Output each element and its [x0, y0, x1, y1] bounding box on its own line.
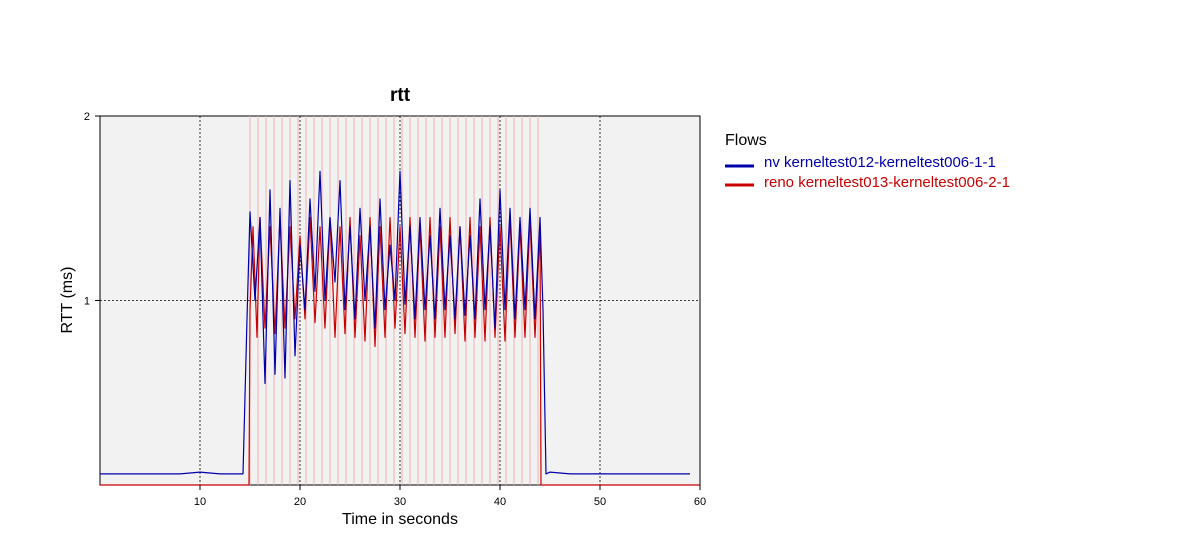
x-tick-label: 30 [394, 496, 406, 508]
legend-label-nv: nv kerneltest012-kerneltest006-1-1 [764, 154, 996, 171]
x-tick-label: 40 [494, 496, 506, 508]
legend-title: Flows [725, 132, 767, 149]
x-tick-label: 60 [694, 496, 706, 508]
x-tick-label: 10 [194, 496, 206, 508]
x-tick-label: 50 [594, 496, 606, 508]
x-tick-label: 20 [294, 496, 306, 508]
series-line-0 [100, 170, 690, 475]
x-axis-label: Time in seconds [342, 511, 458, 528]
axis-ticks: 10 20 30 40 50 60 1 2 [84, 111, 706, 508]
y-tick-label: 1 [84, 296, 90, 308]
chart-title: rtt [390, 85, 411, 106]
series-layer [100, 170, 700, 486]
legend: Flows nv kerneltest012-kerneltest006-1-1… [725, 132, 1010, 191]
y-axis-label: RTT (ms) [59, 267, 76, 334]
y-tick-label: 2 [84, 111, 90, 123]
legend-label-reno: reno kerneltest013-kerneltest006-2-1 [764, 174, 1010, 191]
